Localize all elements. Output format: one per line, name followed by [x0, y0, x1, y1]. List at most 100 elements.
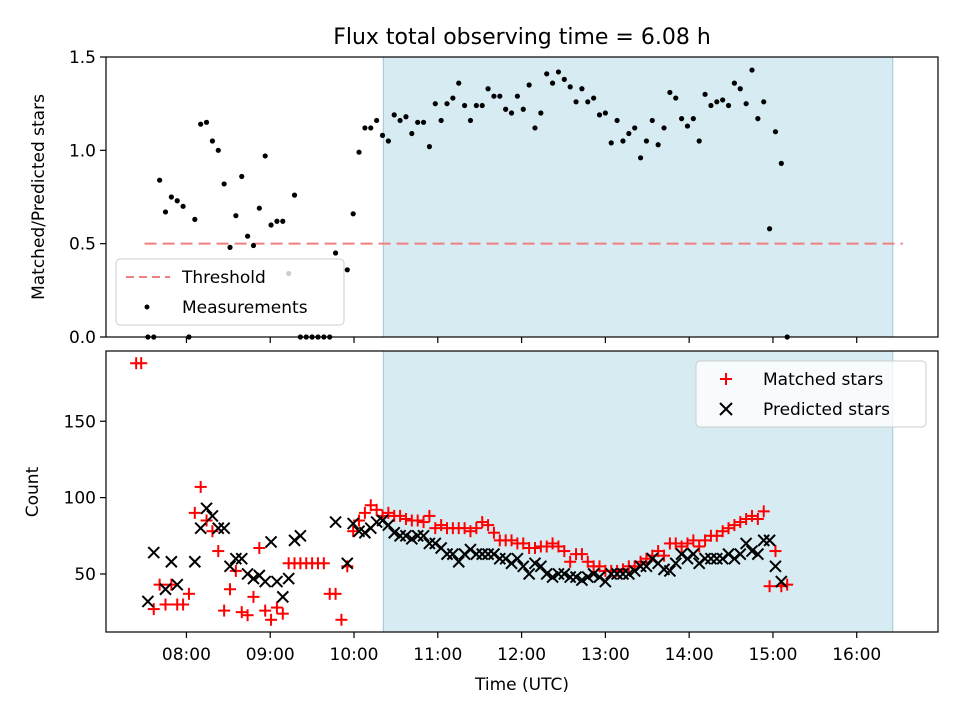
measurement-point [162, 209, 169, 215]
matched-star-point [317, 557, 330, 570]
bottom-xtick-label: 10:00 [330, 645, 379, 665]
matched-star-point [235, 606, 248, 619]
measurement-point [614, 117, 620, 124]
measurement-point [379, 132, 386, 138]
top-ratio-panel: 0.0 0.5 1.0 1.5 Matched/Predicted stars Thr… [29, 48, 939, 348]
matched-star-point [482, 519, 495, 532]
matched-star-point [558, 545, 571, 558]
predicted-star-point [194, 521, 207, 535]
legend-predicted-label: Predicted stars [763, 400, 890, 420]
predicted-star-point [569, 570, 583, 584]
predicted-star-point [475, 547, 489, 561]
predicted-star-point [264, 535, 278, 549]
predicted-star-point [247, 572, 260, 585]
measurement-point [262, 153, 268, 159]
measurement-point [426, 144, 433, 150]
measurement-point [221, 181, 227, 187]
bottom-count-panel: 50 100 150 08:00 09:00 10:00 11:00 12:00 13:00 1… [23, 350, 939, 695]
matched-star-point [218, 604, 231, 617]
matched-star-point [763, 580, 776, 593]
matched-star-point [276, 607, 289, 620]
predicted-star-point [552, 567, 565, 581]
matched-star-point [751, 512, 764, 525]
matched-star-point [370, 503, 383, 516]
measurement-point [520, 106, 526, 112]
measurement-point [432, 101, 438, 107]
predicted-star-point [605, 567, 618, 581]
measurement-point [462, 102, 468, 109]
predicted-star-point [775, 575, 788, 588]
predicted-star-point [522, 567, 536, 581]
predicted-star-point [634, 560, 647, 573]
top-ytick-label: 1.5 [69, 48, 96, 68]
top-ytick-label: 0.0 [69, 328, 96, 348]
predicted-star-point [769, 560, 782, 573]
predicted-star-point [757, 534, 770, 547]
predicted-star-point [528, 557, 542, 570]
top-observing-window [382, 56, 894, 338]
measurement-point [778, 160, 784, 166]
predicted-star-point [734, 547, 747, 561]
matched-star-point [224, 583, 237, 596]
top-ytick-label: 1.0 [69, 141, 96, 161]
predicted-star-point [165, 555, 178, 568]
predicted-star-point [200, 502, 213, 515]
matched-star-point [177, 598, 190, 611]
legend-threshold-label: Threshold [181, 268, 266, 288]
measurement-point [198, 121, 204, 127]
measurement-point [391, 112, 397, 118]
predicted-star-point [423, 537, 436, 550]
predicted-star-point [481, 547, 495, 561]
matched-star-point [247, 590, 260, 603]
measurement-point [725, 102, 732, 109]
measurement-point [596, 112, 603, 118]
predicted-star-point [329, 515, 342, 529]
predicted-star-point [751, 547, 765, 561]
predicted-star-point [575, 573, 589, 587]
measurement-point [227, 244, 233, 250]
matched-star-point [335, 613, 348, 626]
predicted-star-point [745, 544, 759, 558]
measurement-point [632, 125, 638, 131]
measurement-point [356, 149, 362, 155]
predicted-star-point [610, 567, 624, 581]
predicted-star-point [346, 517, 360, 530]
measurement-point [749, 67, 755, 73]
measurement-point [233, 213, 239, 219]
predicted-star-point [446, 547, 460, 561]
matched-star-point [188, 506, 201, 519]
measurement-point [626, 130, 632, 137]
measurement-point [667, 89, 673, 96]
predicted-star-point [558, 567, 571, 581]
measurement-point [526, 82, 532, 88]
predicted-star-point [229, 552, 243, 565]
bottom-ytick-label: 50 [74, 565, 96, 585]
measurement-point [673, 95, 679, 101]
measurement-point [268, 222, 274, 228]
measurement-point [215, 147, 221, 153]
measurement-point [503, 106, 509, 112]
measurement-point [344, 267, 350, 273]
measurement-point [708, 102, 714, 109]
measurement-point [608, 140, 614, 146]
matched-star-point [693, 540, 706, 553]
measurement-point [467, 117, 474, 124]
measurement-point [180, 203, 186, 209]
predicted-star-point [534, 560, 548, 573]
measurement-point [714, 99, 720, 105]
predicted-star-point [710, 552, 724, 565]
bottom-ytick-label: 150 [64, 412, 96, 432]
measurement-point [479, 102, 485, 109]
matched-star-point [135, 357, 148, 370]
measurement-point [203, 119, 210, 125]
predicted-star-point [704, 552, 718, 565]
measurement-point [591, 95, 597, 101]
bottom-xtick-label: 12:00 [497, 645, 546, 665]
predicted-star-point [470, 547, 483, 561]
predicted-star-point [563, 570, 577, 584]
matched-star-point [358, 506, 371, 519]
matched-star-point [212, 545, 225, 558]
predicted-star-point [622, 567, 636, 581]
matched-star-point [411, 514, 424, 527]
matched-star-point [253, 542, 266, 555]
